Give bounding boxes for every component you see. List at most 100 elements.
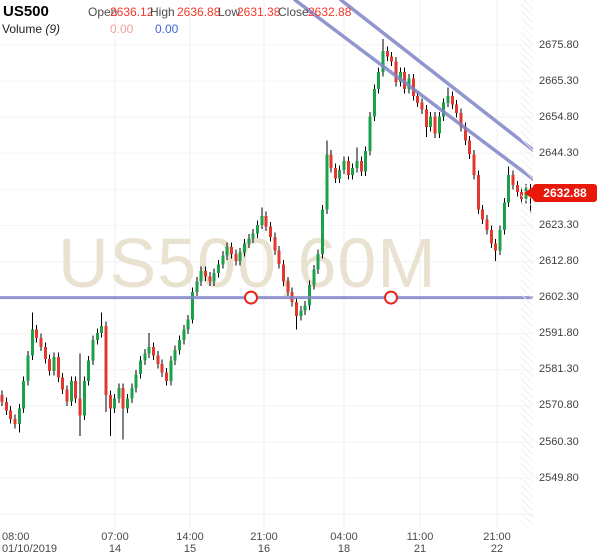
trendline-upper[interactable]: [339, 0, 533, 152]
right-margin-hatch: [521, 0, 533, 528]
time-axis-label: 14:00 15: [176, 531, 204, 555]
candle-body: [277, 250, 281, 265]
candle-body: [26, 355, 30, 382]
candle-body: [160, 364, 164, 373]
candle-body: [30, 329, 34, 356]
candle-body: [433, 116, 437, 134]
candlestick-plot[interactable]: US500,60M: [0, 0, 533, 528]
candle-body: [507, 174, 511, 203]
candle-body: [359, 161, 363, 172]
candle-body: [424, 109, 428, 127]
price-axis-label: 2560.30: [539, 435, 579, 448]
candle-body: [178, 339, 181, 351]
candle-body: [256, 224, 259, 234]
candle-body: [48, 358, 52, 371]
last-price-badge: 2632.88: [524, 183, 597, 202]
candle-body: [9, 410, 13, 419]
candle-body: [130, 388, 134, 399]
price-axis-label: 2675.80: [539, 38, 579, 51]
line-anchor-circle[interactable]: [244, 290, 258, 305]
candle-body: [126, 398, 130, 409]
candle-body: [104, 326, 108, 395]
candle-body: [156, 355, 160, 364]
candle-body: [489, 229, 493, 244]
price-axis-label: 2623.30: [539, 218, 579, 231]
candle-body: [390, 56, 394, 62]
chart-plot-area[interactable]: US500,60M: [0, 0, 533, 528]
candle-body: [264, 216, 268, 227]
candle-body: [22, 381, 26, 409]
candle-body: [165, 372, 168, 382]
time-axis[interactable]: 08:00 01/10/2019 07:00 14 14:00 15 21:00 16 04:0…: [0, 528, 600, 558]
time-axis-label: 07:00 14: [101, 531, 129, 555]
candle-body: [437, 116, 441, 134]
candle-body: [13, 418, 17, 425]
candle-body: [260, 216, 264, 225]
candle-body: [364, 150, 368, 172]
candle-body: [82, 381, 86, 416]
candle-body: [243, 243, 246, 253]
line-anchor-circle[interactable]: [384, 290, 398, 305]
candle-body: [117, 388, 121, 399]
price-axis-label: 2591.80: [539, 327, 579, 340]
candle-body: [195, 281, 199, 292]
candle-body: [333, 168, 337, 179]
candle-body: [152, 346, 156, 356]
candle-body: [95, 333, 99, 340]
candle-body: [294, 302, 298, 316]
candle-body: [39, 338, 43, 347]
candle-body: [281, 264, 285, 282]
candle-body: [442, 102, 446, 117]
time-axis-label: 08:00 01/10/2019: [2, 531, 58, 555]
candle-body: [61, 377, 65, 390]
candle-body: [212, 272, 216, 282]
candle-body: [377, 71, 381, 89]
candle-body: [420, 102, 424, 110]
candle-body: [481, 209, 485, 220]
candle-body: [320, 209, 324, 254]
time-axis-label: 21:00 22: [483, 531, 511, 555]
candle-body: [4, 401, 8, 411]
candle-body: [398, 71, 402, 83]
candle-body: [463, 126, 467, 141]
candle-body: [247, 238, 251, 244]
candle-body: [43, 346, 47, 359]
trendline-lower[interactable]: [293, 0, 533, 181]
candle-body: [455, 104, 459, 114]
price-axis[interactable]: 2675.80 2665.30 2654.80 2644.30 2623.30 2612.…: [533, 0, 600, 528]
candle-body: [113, 398, 117, 409]
candle-body: [108, 394, 112, 409]
price-axis-label: 2612.80: [539, 255, 579, 267]
candle-body: [91, 339, 95, 361]
candle-body: [87, 360, 91, 382]
price-axis-label: 2644.30: [539, 146, 579, 159]
candle-body: [35, 329, 39, 339]
candle-body: [269, 226, 272, 237]
candle-body: [416, 95, 420, 103]
candle-body: [286, 281, 290, 292]
candle-body: [56, 357, 60, 378]
candle-body: [316, 254, 320, 270]
candle-body: [52, 357, 56, 371]
candle-body: [173, 350, 177, 361]
candle-body: [346, 161, 350, 175]
candle-body: [221, 255, 225, 265]
candle-body: [381, 51, 385, 72]
candle-body: [65, 389, 69, 402]
candle-body: [511, 174, 515, 186]
candle-body: [494, 243, 498, 251]
candle-body: [230, 247, 233, 254]
candle-body: [502, 202, 506, 230]
candle-body: [0, 394, 4, 402]
candle-body: [446, 95, 450, 103]
time-axis-label: 11:00 21: [406, 531, 434, 555]
candle-body: [217, 264, 220, 273]
candle-body: [17, 408, 21, 425]
candle-body: [251, 233, 255, 239]
candle-body: [468, 140, 472, 155]
price-axis-label: 2654.80: [539, 110, 579, 123]
price-axis-label: 2581.30: [539, 363, 579, 376]
candle-body: [143, 353, 147, 361]
candle-body: [191, 291, 194, 320]
